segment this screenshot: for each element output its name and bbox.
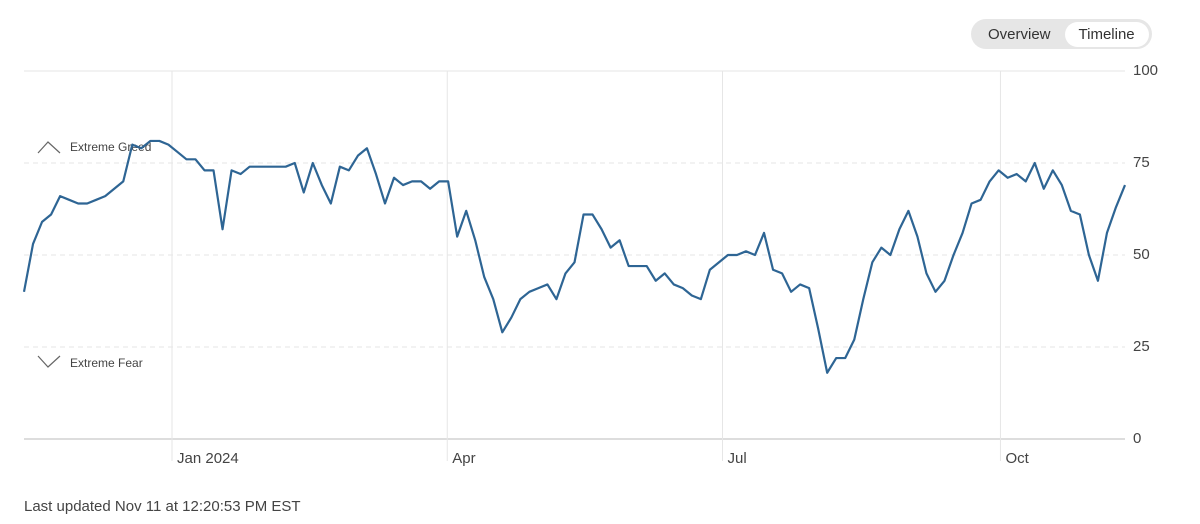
greed-arrow bbox=[37, 141, 61, 154]
x-tick-label: Jan 2024 bbox=[177, 450, 239, 467]
footer: Last updated Nov 11 at 12:20:53 PM EST bbox=[24, 498, 301, 515]
line-series bbox=[22, 139, 1127, 374]
toggle-button[interactable]: Timeline bbox=[1064, 21, 1149, 47]
annotation: Extreme Fear bbox=[70, 356, 143, 370]
y-tick-label: 100 bbox=[1133, 62, 1158, 79]
x-tick-label: Oct bbox=[1005, 450, 1029, 467]
view-toggle: Overview Timeline bbox=[971, 19, 1152, 49]
x-tick-label: Apr bbox=[452, 450, 475, 467]
y-tick-label: 25 bbox=[1133, 338, 1150, 355]
fear-arrow bbox=[37, 355, 61, 368]
y-tick-label: 50 bbox=[1133, 246, 1150, 263]
y-tick-label: 0 bbox=[1133, 430, 1141, 447]
toggle-button[interactable]: Overview bbox=[988, 25, 1051, 43]
x-tick-label: Jul bbox=[728, 450, 747, 467]
y-tick-label: 75 bbox=[1133, 154, 1150, 171]
